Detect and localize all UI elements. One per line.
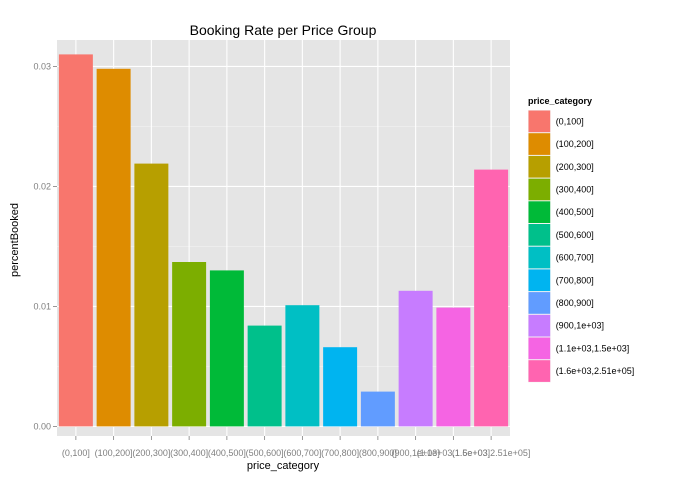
- x-tick-label: (0,100]: [62, 448, 90, 458]
- x-tick-label: (600,700]: [283, 448, 321, 458]
- legend-label: (100,200]: [556, 139, 594, 149]
- bar: [398, 290, 433, 427]
- y-tick-label: 0.01: [33, 301, 51, 311]
- legend-label: (500,600]: [556, 230, 594, 240]
- bar: [134, 163, 169, 427]
- bar: [360, 391, 395, 427]
- x-tick-label: (400,500]: [208, 448, 246, 458]
- x-axis-title: price_category: [247, 460, 320, 472]
- legend-key: [528, 224, 551, 246]
- legend-key: [528, 269, 551, 292]
- x-tick-label: (1.1e+03,1.5e+03]: [417, 448, 491, 458]
- legend-key: [528, 314, 551, 337]
- bar: [436, 307, 471, 427]
- x-tick-label: (700,800]: [321, 448, 359, 458]
- legend-label: (1.1e+03,1.5e+03]: [556, 343, 630, 353]
- y-axis-title: percentBooked: [9, 203, 21, 277]
- bars: [58, 54, 509, 427]
- legend-key: [528, 360, 551, 382]
- x-axis-ticks: (0,100] (100,200] (200,300] (300,400] (400,5…: [62, 436, 531, 458]
- bar: [172, 262, 207, 427]
- bar: [474, 169, 509, 427]
- chart-title: Booking Rate per Price Group: [190, 22, 377, 38]
- legend-key: [528, 178, 551, 201]
- legend-label: (700,800]: [556, 275, 594, 285]
- bar: [209, 270, 244, 427]
- legend-label: (400,500]: [556, 207, 594, 217]
- x-tick-label: (900,1e+03]: [391, 448, 439, 458]
- x-tick-label: (200,300]: [132, 448, 170, 458]
- legend-title: price_category: [528, 96, 592, 106]
- legend-key: [528, 337, 551, 360]
- legend-label: (200,300]: [556, 162, 594, 172]
- legend-label: (300,400]: [556, 184, 594, 194]
- x-tick-label: (300,400]: [170, 448, 208, 458]
- y-axis-ticks: 0.00 0.01 0.02 0.03: [33, 61, 57, 431]
- x-tick-label: (800,900]: [359, 448, 397, 458]
- legend-key: [528, 110, 551, 133]
- x-tick-label: (1.6e+03,2.51e+05]: [452, 448, 531, 458]
- legend-label: (0,100]: [556, 116, 584, 126]
- grid-minor: [57, 126, 510, 367]
- legend-key: [528, 292, 551, 314]
- bar: [285, 305, 320, 427]
- x-tick-label: (100,200]: [95, 448, 133, 458]
- legend-key: [528, 155, 551, 178]
- bar: [323, 347, 358, 427]
- bar: [247, 325, 282, 427]
- bar: [58, 54, 93, 427]
- legend-key: [528, 133, 551, 155]
- y-tick-label: 0.03: [33, 61, 51, 71]
- legend-label: (800,900]: [556, 298, 594, 308]
- legend-key: [528, 201, 551, 223]
- bar: [96, 68, 131, 427]
- plot-panel: [57, 40, 510, 436]
- legend: price_category (0,100] (100,200] (200,300]…: [528, 96, 635, 383]
- y-tick-label: 0.00: [33, 421, 51, 431]
- legend-label: (600,700]: [556, 253, 594, 263]
- legend-label: (900,1e+03]: [556, 321, 604, 331]
- x-tick-label: (500,600]: [246, 448, 284, 458]
- legend-label: (1.6e+03,2.51e+05]: [556, 366, 635, 376]
- legend-key: [528, 246, 551, 269]
- y-tick-label: 0.02: [33, 181, 51, 191]
